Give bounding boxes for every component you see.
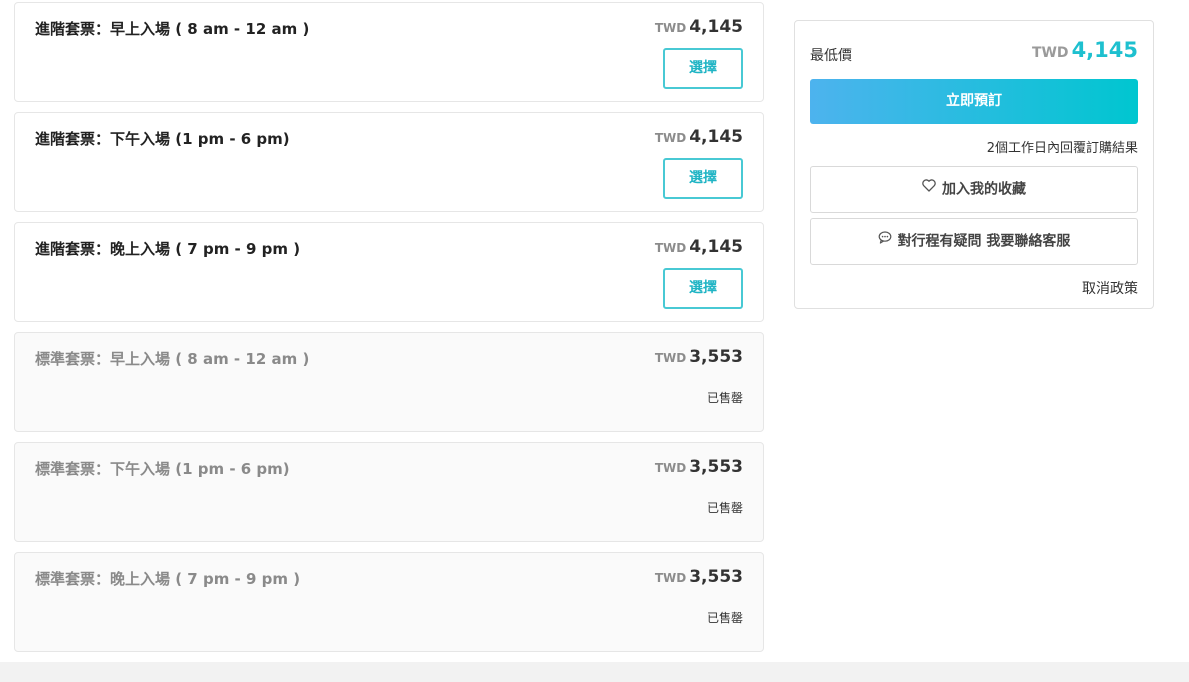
chat-bubble-icon	[878, 218, 892, 263]
currency-label: TWD	[654, 131, 687, 145]
add-to-favorites-button[interactable]: 加入我的收藏	[810, 166, 1138, 213]
soldout-label: 已售罄	[706, 501, 743, 515]
package-price: TWD 4,145	[655, 237, 743, 257]
currency-label: TWD	[654, 461, 687, 475]
price-amount: 3,553	[689, 457, 743, 477]
select-button[interactable]: 選擇	[663, 268, 743, 309]
package-title: 標準套票：早上入場 ( 8 am - 12 am )	[35, 350, 310, 368]
favorite-label: 加入我的收藏	[942, 181, 1026, 198]
currency-label: TWD	[654, 21, 687, 35]
select-button[interactable]: 選擇	[663, 158, 743, 199]
price-amount: 4,145	[689, 17, 743, 37]
package-price: TWD 4,145	[655, 17, 743, 37]
soldout-label: 已售罄	[706, 611, 743, 625]
package-price: TWD 3,553	[655, 457, 743, 477]
lowest-price: TWD 4,145	[1032, 38, 1138, 62]
price-amount: 4,145	[689, 127, 743, 147]
contact-label: 對行程有疑問 我要聯絡客服	[897, 233, 1071, 250]
currency-label: TWD	[1031, 45, 1069, 61]
reply-note: 2個工作日內回覆訂購結果	[986, 141, 1138, 156]
package-price: TWD 3,553	[655, 347, 743, 367]
package-card: 進階套票：晚上入場 ( 7 pm - 9 pm ) TWD 4,145 選擇	[14, 222, 764, 322]
select-button[interactable]: 選擇	[663, 48, 743, 89]
cancel-policy-link[interactable]: 取消政策	[1082, 281, 1138, 297]
currency-label: TWD	[654, 571, 687, 585]
package-title: 標準套票：下午入場 (1 pm - 6 pm)	[35, 460, 290, 478]
package-card: 進階套票：下午入場 (1 pm - 6 pm) TWD 4,145 選擇	[14, 112, 764, 212]
package-price: TWD 4,145	[655, 127, 743, 147]
package-card-soldout: 標準套票：晚上入場 ( 7 pm - 9 pm ) TWD 3,553 已售罄	[14, 552, 764, 652]
price-amount: 3,553	[689, 567, 743, 587]
booking-sidebar: 最低價 TWD 4,145 立即預訂 2個工作日內回覆訂購結果 加入我的收藏	[794, 20, 1154, 309]
price-amount: 4,145	[689, 237, 743, 257]
price-amount: 3,553	[689, 347, 743, 367]
package-price: TWD 3,553	[655, 567, 743, 587]
package-card: 進階套票：早上入場 ( 8 am - 12 am ) TWD 4,145 選擇	[14, 2, 764, 102]
package-title: 標準套票：晚上入場 ( 7 pm - 9 pm )	[35, 570, 301, 588]
lowest-price-amount: 4,145	[1071, 38, 1138, 62]
package-title: 進階套票：下午入場 (1 pm - 6 pm)	[35, 130, 290, 148]
currency-label: TWD	[654, 351, 687, 365]
package-card-soldout: 標準套票：早上入場 ( 8 am - 12 am ) TWD 3,553 已售罄	[14, 332, 764, 432]
package-list: 進階套票：早上入場 ( 8 am - 12 am ) TWD 4,145 選擇 進…	[14, 2, 764, 662]
lowest-price-label: 最低價	[810, 48, 852, 64]
heart-outline-icon	[922, 166, 936, 211]
currency-label: TWD	[654, 241, 687, 255]
package-card-soldout: 標準套票：下午入場 (1 pm - 6 pm) TWD 3,553 已售罄	[14, 442, 764, 542]
package-title: 進階套票：早上入場 ( 8 am - 12 am )	[35, 20, 310, 38]
contact-support-button[interactable]: 對行程有疑問 我要聯絡客服	[810, 218, 1138, 265]
soldout-label: 已售罄	[706, 391, 743, 405]
book-now-button[interactable]: 立即預訂	[810, 79, 1138, 124]
package-title: 進階套票：晚上入場 ( 7 pm - 9 pm )	[35, 240, 301, 258]
